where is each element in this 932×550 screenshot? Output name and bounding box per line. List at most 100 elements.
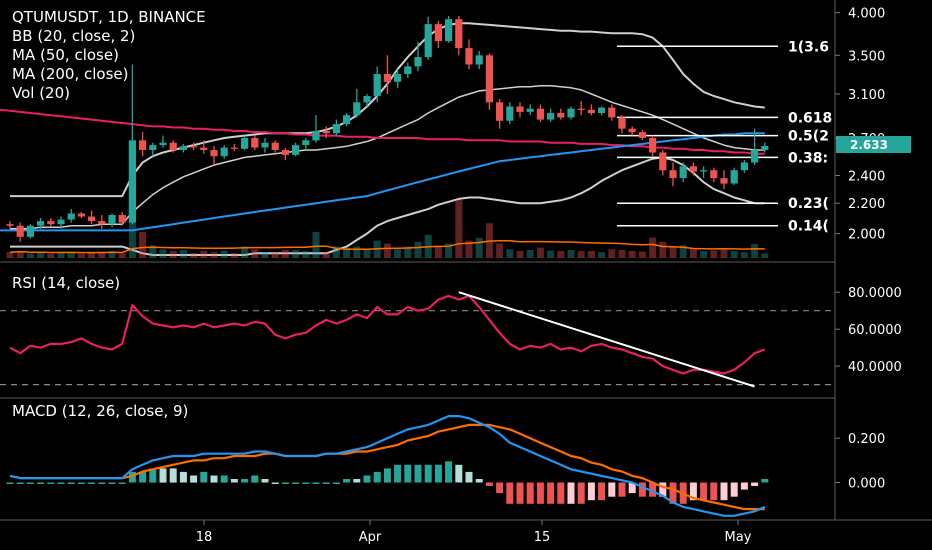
rsi-trendline[interactable] <box>458 291 755 388</box>
candle-body[interactable] <box>128 140 136 223</box>
candle-body[interactable] <box>353 102 361 116</box>
candle-body[interactable] <box>383 74 391 82</box>
candle-body[interactable] <box>700 170 708 172</box>
candle-body[interactable] <box>475 55 483 65</box>
candle-body[interactable] <box>77 213 85 217</box>
candle-body[interactable] <box>669 170 677 179</box>
candle-body[interactable] <box>424 24 432 58</box>
candle-body[interactable] <box>139 140 147 150</box>
candle-body[interactable] <box>547 113 555 120</box>
candle-body[interactable] <box>210 150 218 157</box>
pane-separators <box>0 0 932 521</box>
ma50-legend[interactable]: MA (50, close) <box>12 46 119 64</box>
candle-body[interactable] <box>220 147 228 157</box>
volume-bar <box>67 251 75 258</box>
candle-body[interactable] <box>118 215 126 223</box>
macd-histogram-bar <box>16 482 24 484</box>
candle-body[interactable] <box>394 74 402 82</box>
candle-body[interactable] <box>455 19 463 49</box>
candle-body[interactable] <box>16 225 24 237</box>
candle-body[interactable] <box>465 48 473 65</box>
volume-bar <box>302 251 310 258</box>
candle-body[interactable] <box>281 150 289 155</box>
candle-body[interactable] <box>638 132 646 138</box>
macd-histogram-bar <box>751 482 759 486</box>
candle-body[interactable] <box>169 142 177 150</box>
candle-body[interactable] <box>312 131 320 141</box>
vol-legend[interactable]: Vol (20) <box>12 84 70 102</box>
macd-signal-line <box>9 423 765 511</box>
candle-body[interactable] <box>57 219 65 225</box>
candle-body[interactable] <box>271 142 279 150</box>
candle-body[interactable] <box>149 145 157 150</box>
fibonacci-levels[interactable]: 1(3.6 0.618 0.5(2 0.38: 0.23(0.14( <box>617 39 832 235</box>
time-axis[interactable]: 18 Apr 15 May <box>196 520 752 545</box>
candle-body[interactable] <box>689 166 697 172</box>
candle-body[interactable] <box>6 224 14 226</box>
candle-body[interactable] <box>434 24 442 42</box>
candle-body[interactable] <box>649 138 657 153</box>
candle-body[interactable] <box>679 166 687 179</box>
candle-body[interactable] <box>230 147 238 149</box>
candle-body[interactable] <box>740 162 748 171</box>
candle-body[interactable] <box>598 107 606 113</box>
time-tick-label: 18 <box>196 530 213 545</box>
candle-body[interactable] <box>496 102 504 121</box>
candle-body[interactable] <box>628 128 636 133</box>
macd-histogram-bar <box>577 482 585 504</box>
candle-body[interactable] <box>200 147 208 150</box>
candle-body[interactable] <box>485 55 493 103</box>
candle-body[interactable] <box>608 107 616 118</box>
candle-body[interactable] <box>710 170 718 179</box>
candle-body[interactable] <box>251 138 259 148</box>
candle-body[interactable] <box>618 117 626 129</box>
candle-body[interactable] <box>506 106 514 121</box>
candle-body[interactable] <box>159 142 167 146</box>
volume-bar <box>16 251 24 258</box>
volume-bar <box>720 249 728 258</box>
candle-body[interactable] <box>526 108 534 112</box>
candle-body[interactable] <box>47 221 55 225</box>
rsi-legend[interactable]: RSI (14, close) <box>12 274 120 292</box>
candle-body[interactable] <box>414 57 422 67</box>
candle-body[interactable] <box>292 145 300 155</box>
candle-body[interactable] <box>190 146 198 148</box>
candle-body[interactable] <box>332 124 340 134</box>
candle-body[interactable] <box>536 108 544 120</box>
candle-body[interactable] <box>557 113 565 118</box>
candle-body[interactable] <box>302 140 310 146</box>
candle-body[interactable] <box>751 150 759 163</box>
candle-body[interactable] <box>761 146 769 150</box>
candle-body[interactable] <box>516 106 524 112</box>
candle-body[interactable] <box>88 216 96 222</box>
bb-legend[interactable]: BB (20, close, 2) <box>12 27 135 45</box>
candle-body[interactable] <box>587 109 595 114</box>
candle-body[interactable] <box>261 142 269 148</box>
candle-body[interactable] <box>37 221 45 226</box>
candle-body[interactable] <box>659 152 667 171</box>
candle-body[interactable] <box>67 213 75 220</box>
candle-body[interactable] <box>343 115 351 125</box>
macd-histogram-bar <box>108 482 116 484</box>
candle-body[interactable] <box>108 215 116 225</box>
candle-body[interactable] <box>363 96 371 103</box>
macd-histogram-bar <box>26 482 34 484</box>
candle-body[interactable] <box>179 146 187 150</box>
volume-bar <box>190 252 198 258</box>
candle-body[interactable] <box>241 138 249 149</box>
candle-body[interactable] <box>98 221 106 225</box>
ma200-legend[interactable]: MA (200, close) <box>12 65 128 83</box>
candle-body[interactable] <box>730 170 738 184</box>
candle-body[interactable] <box>577 108 585 110</box>
macd-legend[interactable]: MACD (12, 26, close, 9) <box>12 402 188 420</box>
fib-label: 0.23( <box>788 196 829 212</box>
candlesticks[interactable] <box>6 15 769 242</box>
candle-body[interactable] <box>26 225 34 237</box>
candle-body[interactable] <box>720 178 728 184</box>
candle-body[interactable] <box>445 19 453 42</box>
candle-body[interactable] <box>373 74 381 96</box>
candle-body[interactable] <box>567 108 575 118</box>
candle-body[interactable] <box>404 66 412 74</box>
candle-body[interactable] <box>322 131 330 134</box>
